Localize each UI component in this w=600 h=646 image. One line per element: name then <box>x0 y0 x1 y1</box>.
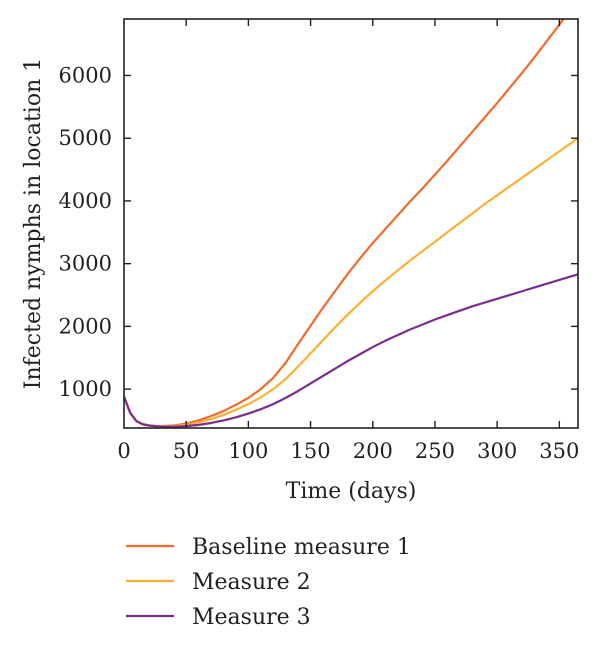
series-line-1 <box>124 19 565 428</box>
series-lines <box>124 19 578 428</box>
y-axis-ticks: 1000 2000 3000 4000 5000 6000 <box>59 63 578 401</box>
y-tick-label: 5000 <box>59 126 112 150</box>
x-axis-title: Time (days) <box>286 479 417 504</box>
x-tick-label: 0 <box>117 439 130 463</box>
x-tick-label: 250 <box>415 439 455 463</box>
legend-label-1: Baseline measure 1 <box>192 535 411 560</box>
legend: Baseline measure 1 Measure 2 Measure 3 <box>126 535 411 630</box>
x-tick-label: 300 <box>477 439 517 463</box>
y-tick-label: 1000 <box>59 377 112 401</box>
y-axis-title: Infected nymphs in location 1 <box>21 58 46 389</box>
x-axis-ticks: 0 50 100 150 200 250 300 350 <box>117 19 579 463</box>
plot-area: 0 50 100 150 200 250 300 350 1000 2000 3000 4000 50… <box>59 18 579 463</box>
series-line-3 <box>124 273 578 428</box>
y-tick-label: 2000 <box>59 314 112 338</box>
x-tick-label: 150 <box>291 439 331 463</box>
y-tick-label: 6000 <box>59 63 112 87</box>
legend-label-3: Measure 3 <box>192 605 311 630</box>
series-line-2 <box>124 137 578 428</box>
plot-frame <box>123 18 579 429</box>
y-tick-label: 4000 <box>59 189 112 213</box>
x-tick-label: 100 <box>228 439 268 463</box>
x-tick-label: 350 <box>539 439 579 463</box>
x-tick-label: 50 <box>173 439 200 463</box>
legend-label-2: Measure 2 <box>192 570 311 595</box>
y-tick-label: 3000 <box>59 252 112 276</box>
x-tick-label: 200 <box>353 439 393 463</box>
